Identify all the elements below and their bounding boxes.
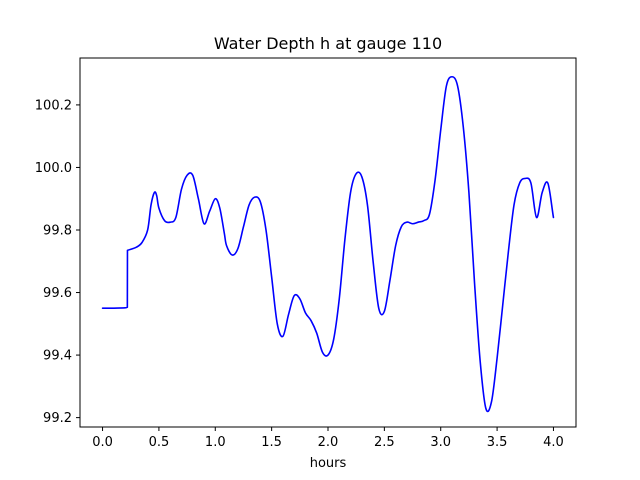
y-tick-label: 99.2 — [43, 411, 72, 426]
axis-ticks: 0.0 0.5 1.0 1.5 2.0 2.5 3.0 3.5 4.0 99.2 99.4 99.6 9… — [35, 98, 564, 450]
series-line — [101, 75, 555, 413]
plot-background — [80, 58, 576, 427]
y-tick-label: 99.4 — [43, 349, 72, 364]
x-tick-label: 2.5 — [374, 435, 395, 450]
plot-frame — [79, 57, 577, 428]
y-tick-label: 99.8 — [43, 223, 72, 238]
x-axis-label: hours — [310, 456, 347, 471]
y-tick-label: 99.6 — [43, 286, 72, 301]
x-tick-label: 4.0 — [543, 435, 564, 450]
x-tick-label: 1.5 — [261, 435, 282, 450]
chart-title: Water Depth h at gauge 110 — [214, 34, 442, 53]
x-tick-label: 0.5 — [149, 435, 170, 450]
x-tick-label: 0.0 — [92, 435, 113, 450]
y-tick-label: 100.2 — [35, 98, 72, 113]
x-tick-label: 3.5 — [487, 435, 508, 450]
x-tick-label: 1.0 — [205, 435, 226, 450]
x-tick-label: 3.0 — [430, 435, 451, 450]
x-tick-label: 2.0 — [318, 435, 339, 450]
series-layer — [101, 75, 555, 413]
y-tick-label: 100.0 — [35, 161, 72, 176]
